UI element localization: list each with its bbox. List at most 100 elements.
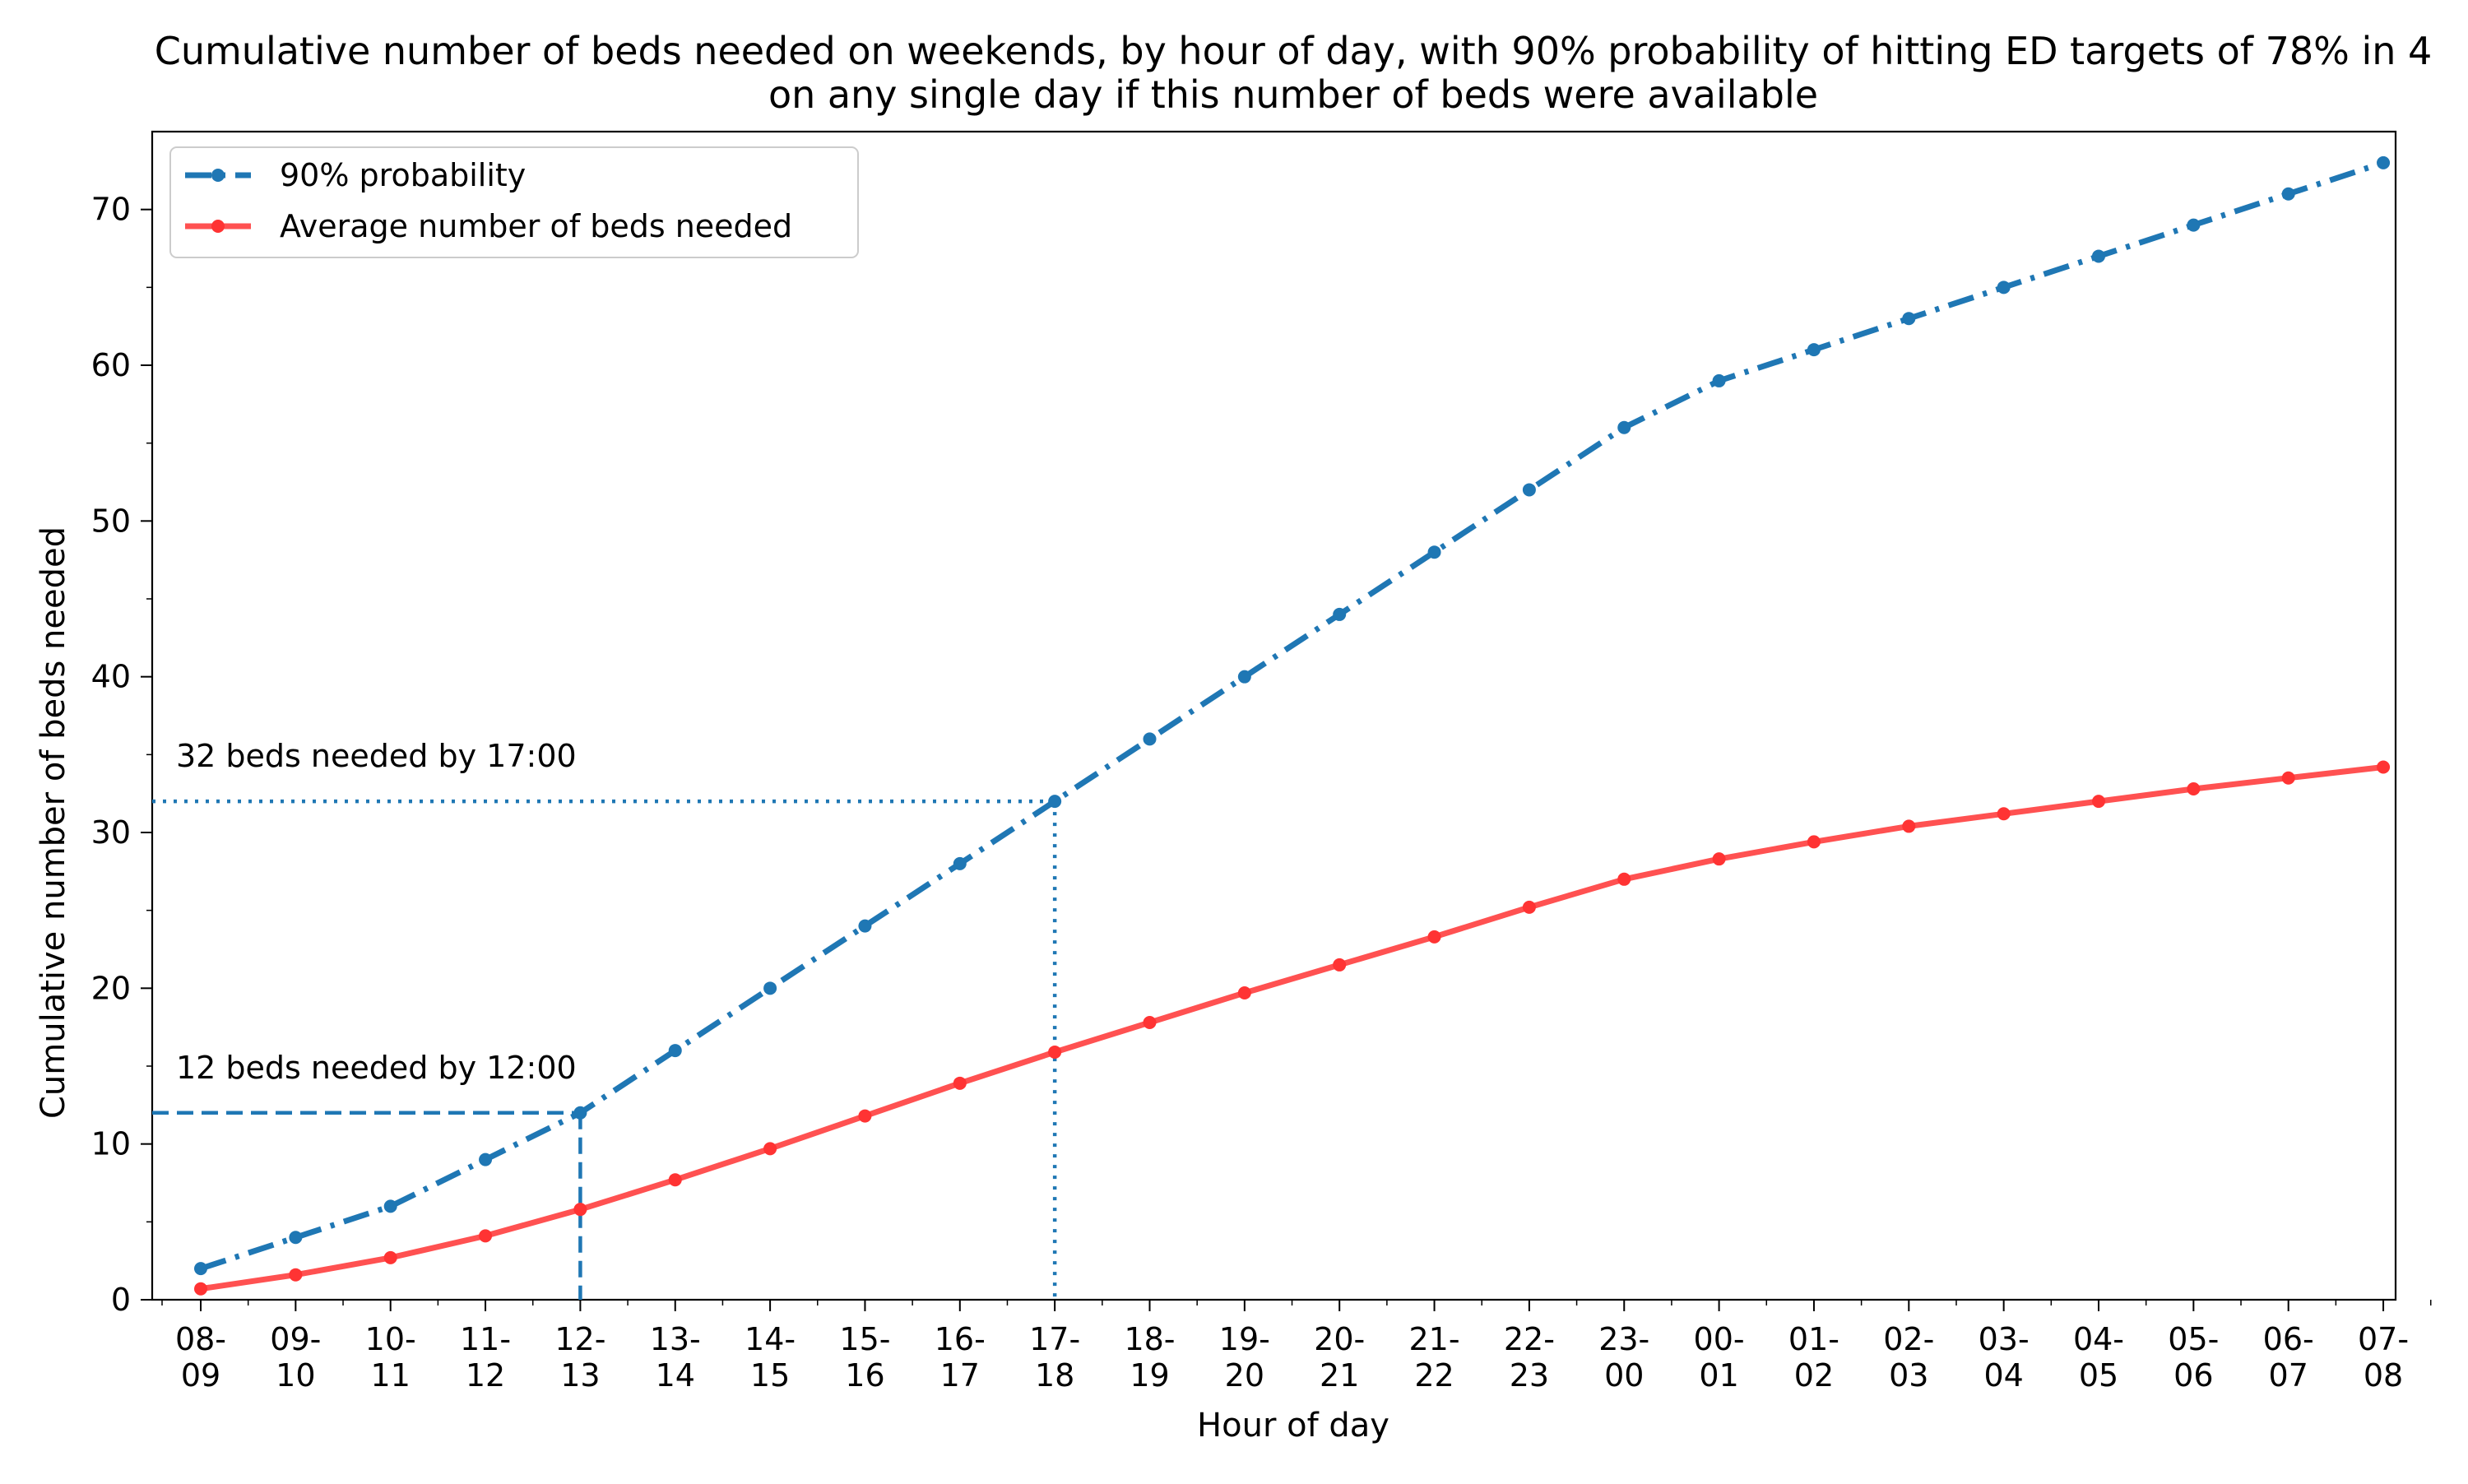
data-point-90pct [1997, 281, 2011, 294]
x-axis-label: Hour of day [1197, 1407, 1389, 1445]
data-point-average [1807, 835, 1821, 849]
data-point-90pct [668, 1044, 682, 1058]
x-tick-label: 06 [2173, 1357, 2213, 1394]
data-point-90pct [1143, 732, 1157, 746]
chart-title: Cumulative number of beds needed on week… [155, 29, 2433, 117]
y-tick-label: 10 [91, 1126, 131, 1162]
data-point-90pct [1237, 670, 1251, 684]
data-point-90pct [479, 1152, 493, 1166]
x-tick-label: 09 [181, 1357, 220, 1394]
x-tick-label: 10 [276, 1357, 315, 1394]
x-tick-label: 23- [1598, 1321, 1649, 1357]
x-tick-label: 03- [1979, 1321, 2030, 1357]
x-tick-label: 19- [1219, 1321, 1270, 1357]
legend-box [169, 146, 859, 258]
x-tick-label: 11 [371, 1357, 411, 1394]
chart-title-line: on any single day if this number of beds… [768, 72, 1818, 117]
data-point-90pct [1807, 343, 1821, 357]
x-tick-label: 04 [1983, 1357, 2023, 1394]
x-tick-label: 16- [935, 1321, 986, 1357]
data-point-average [668, 1173, 682, 1187]
data-point-90pct [858, 919, 872, 933]
data-point-90pct [763, 981, 777, 995]
x-tick-label: 09- [270, 1321, 321, 1357]
x-tick-label: 21- [1409, 1321, 1460, 1357]
y-tick-label: 50 [91, 503, 131, 539]
data-point-90pct [1902, 312, 1916, 326]
data-point-average [2281, 771, 2295, 785]
data-point-90pct [194, 1262, 207, 1276]
x-tick-label: 18- [1124, 1321, 1175, 1357]
data-point-average [1522, 900, 1536, 914]
data-point-average [1143, 1015, 1157, 1029]
x-tick-label: 13- [650, 1321, 701, 1357]
x-tick-label: 02 [1794, 1357, 1834, 1394]
x-tick-label: 18 [1035, 1357, 1074, 1394]
series-line-90pct [199, 160, 2385, 1272]
x-tick-label: 20- [1314, 1321, 1365, 1357]
x-tick-label: 07- [2358, 1321, 2409, 1357]
data-point-90pct [1712, 373, 1726, 387]
series-line-average [200, 764, 2384, 1292]
data-point-average [1617, 872, 1631, 886]
data-point-90pct [2092, 249, 2105, 263]
x-tick-label: 10- [365, 1321, 416, 1357]
x-tick-label: 08 [2364, 1357, 2403, 1394]
y-tick-label: 20 [91, 970, 131, 1006]
x-tick-label: 05- [2168, 1321, 2219, 1357]
data-point-average [763, 1142, 777, 1156]
annotation-label: 12 beds needed by 12:00 [176, 1050, 577, 1086]
x-tick-label: 14- [745, 1321, 796, 1357]
x-tick-label: 02- [1883, 1321, 1934, 1357]
data-point-90pct [1048, 795, 1062, 809]
legend-swatch-marker [211, 169, 225, 182]
data-point-90pct [1522, 483, 1536, 497]
y-tick-label: 40 [91, 659, 131, 695]
legend-entry-label: Average number of beds needed [280, 208, 792, 244]
chart-title-line: Cumulative number of beds needed on week… [155, 29, 2433, 73]
plot-area [151, 130, 2397, 1301]
x-tick-label: 01 [1699, 1357, 1738, 1394]
data-point-average [1427, 930, 1441, 944]
data-point-average [1048, 1045, 1062, 1059]
data-point-average [2377, 760, 2391, 774]
data-point-90pct [2377, 155, 2391, 169]
x-tick-label: 17- [1029, 1321, 1080, 1357]
data-point-average [1902, 819, 1916, 833]
x-tick-label: 23 [1510, 1357, 1549, 1394]
x-tick-label: 12 [466, 1357, 505, 1394]
annotation-label: 32 beds needed by 17:00 [176, 738, 577, 774]
data-point-average [2187, 781, 2201, 795]
y-axis-label: Cumulative number of beds needed [35, 526, 72, 1119]
x-tick-label: 16 [845, 1357, 884, 1394]
x-tick-label: 13 [560, 1357, 600, 1394]
x-tick-label: 06- [2263, 1321, 2314, 1357]
data-point-90pct [573, 1106, 587, 1120]
y-tick-label: 60 [91, 347, 131, 383]
x-tick-label: 22 [1414, 1357, 1454, 1394]
data-point-90pct [383, 1199, 397, 1213]
y-axis: 0 10 20 30 40 50 60 70 [91, 192, 152, 1318]
legend-swatch-marker [211, 220, 225, 233]
legend: 90% probability Average number of beds ne… [169, 146, 859, 258]
x-tick-label: 22- [1504, 1321, 1555, 1357]
x-tick-label: 00- [1694, 1321, 1745, 1357]
x-tick-label: 14 [656, 1357, 695, 1394]
data-point-90pct [2281, 187, 2295, 201]
data-point-average [194, 1282, 207, 1296]
y-tick-label: 30 [91, 814, 131, 851]
y-tick-label: 70 [91, 192, 131, 228]
data-point-average [858, 1109, 872, 1123]
x-tick-label: 20 [1225, 1357, 1264, 1394]
data-point-average [479, 1229, 493, 1243]
data-point-90pct [953, 856, 967, 870]
data-point-average [289, 1268, 303, 1282]
x-tick-label: 11- [460, 1321, 511, 1357]
data-point-average [573, 1203, 587, 1217]
x-tick-label: 03 [1889, 1357, 1928, 1394]
data-point-average [1333, 958, 1347, 972]
x-axis: 08-0909-1010-1111-1212-1313-1414-1515-16… [161, 1300, 2432, 1394]
data-point-average [1997, 807, 2011, 821]
